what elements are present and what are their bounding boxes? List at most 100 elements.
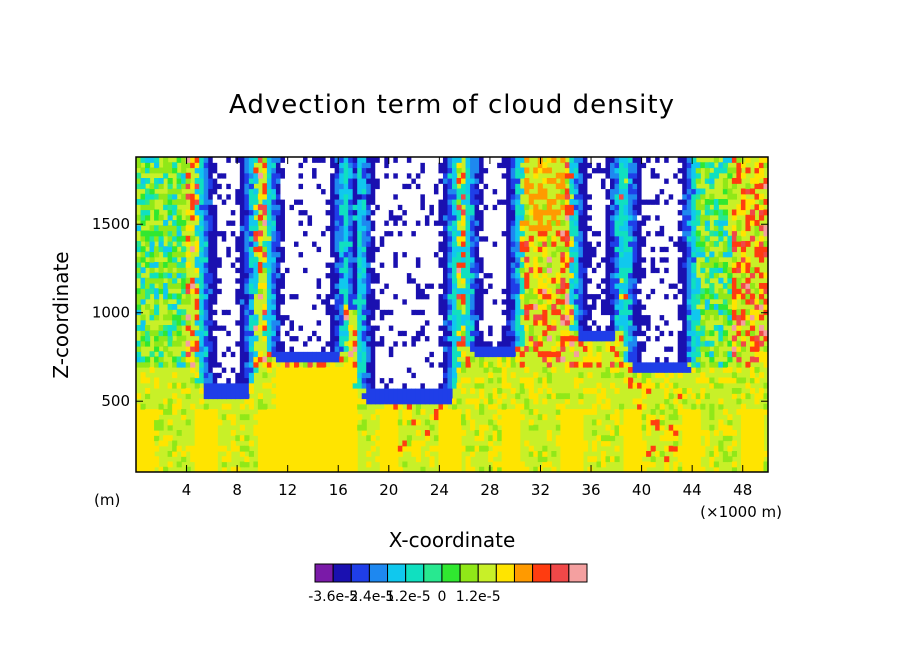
heatmap-cell [754, 309, 760, 321]
heatmap-cell [280, 241, 286, 247]
heatmap-cell [542, 288, 548, 295]
heatmap-cell [749, 325, 756, 331]
heatmap-cell [271, 314, 277, 321]
heatmap-cell [194, 188, 200, 195]
heatmap-cell [722, 241, 728, 253]
heatmap-cell [610, 246, 616, 258]
heatmap-cell [185, 157, 191, 163]
heatmap-cell [591, 440, 598, 452]
heatmap-cell [361, 230, 367, 247]
heatmap-cell [686, 220, 692, 226]
heatmap-cell [740, 251, 747, 258]
heatmap-cell [203, 241, 209, 247]
heatmap-cell [158, 246, 164, 253]
heatmap-cell [271, 209, 277, 216]
y-axis-label: Z-coordinate [49, 251, 73, 378]
heatmap-cell [397, 220, 403, 232]
heatmap-cell [537, 304, 543, 310]
x-tick-label: 8 [232, 481, 242, 499]
heatmap-cell [555, 393, 561, 400]
heatmap-cell [646, 230, 652, 237]
heatmap-cell [632, 235, 638, 242]
heatmap-cell [167, 162, 173, 174]
heatmap-cell [470, 356, 476, 363]
heatmap-cell [695, 409, 701, 472]
heatmap-cell [339, 272, 345, 279]
heatmap-cell [564, 178, 570, 184]
heatmap-cell [357, 361, 363, 373]
heatmap-cell [366, 214, 372, 221]
heatmap-cell [280, 340, 286, 352]
heatmap-cell [479, 277, 485, 321]
heatmap-cell [763, 451, 768, 457]
heatmap-cell [610, 430, 616, 436]
heatmap-cell [560, 220, 566, 226]
heatmap-cell [262, 325, 268, 331]
heatmap-cell [411, 377, 417, 389]
heatmap-cell [745, 183, 751, 190]
heatmap-cell [397, 445, 403, 452]
heatmap-cell [614, 388, 620, 394]
heatmap-cell [727, 314, 733, 321]
heatmap-cell [533, 304, 539, 310]
heatmap-cell [591, 325, 598, 331]
heatmap-cell [713, 325, 719, 331]
heatmap-cell [461, 414, 467, 426]
heatmap-cell [677, 209, 683, 216]
heatmap-cell [235, 372, 241, 384]
heatmap-cell [352, 304, 358, 310]
heatmap-cell [136, 288, 142, 295]
heatmap-cell [664, 199, 670, 205]
heatmap-cell [510, 157, 516, 169]
heatmap-cell [677, 445, 683, 463]
heatmap-cell [325, 199, 331, 205]
heatmap-cell [731, 351, 737, 358]
heatmap-cell [560, 277, 566, 289]
heatmap-cell [348, 157, 354, 163]
heatmap-cell [573, 262, 579, 274]
heatmap-cell [352, 361, 358, 368]
heatmap-cell [610, 367, 616, 373]
heatmap-cell [248, 398, 254, 410]
heatmap-cell [208, 382, 214, 400]
heatmap-cell [402, 382, 408, 389]
heatmap-cell [352, 293, 358, 300]
heatmap-cell [456, 409, 462, 472]
heatmap-cell [677, 319, 683, 331]
heatmap-cell [429, 356, 435, 363]
heatmap-cell [519, 230, 525, 237]
heatmap-cell [628, 325, 634, 337]
chart-title: Advection term of cloud density [229, 90, 675, 120]
heatmap-cell [474, 220, 480, 226]
heatmap-cell [619, 193, 625, 200]
heatmap-cell [524, 440, 530, 447]
heatmap-cell [492, 403, 498, 410]
heatmap-cell [393, 199, 399, 216]
heatmap-cell [578, 377, 584, 384]
heatmap-cell [704, 162, 710, 169]
heatmap-cell [429, 367, 435, 389]
heatmap-cell [393, 340, 399, 347]
heatmap-cell [289, 335, 295, 342]
heatmap-cell [438, 241, 444, 253]
heatmap-cell [470, 466, 476, 472]
heatmap-cell [546, 298, 552, 305]
heatmap-cell [325, 293, 331, 316]
heatmap-cell [230, 466, 236, 472]
heatmap-cell [754, 288, 760, 295]
heatmap-cell [492, 367, 498, 373]
heatmap-cell [686, 230, 692, 237]
heatmap-cell [172, 340, 178, 347]
heatmap-cell [176, 199, 182, 205]
heatmap-cell [452, 283, 458, 289]
heatmap-cell [181, 356, 187, 363]
heatmap-cell [686, 319, 692, 331]
heatmap-cell [718, 167, 724, 174]
heatmap-cell [248, 283, 254, 295]
heatmap-cell [758, 293, 765, 300]
heatmap-cell [452, 167, 458, 184]
heatmap-cell [149, 367, 155, 373]
heatmap-cell [230, 214, 236, 221]
heatmap-cell [691, 256, 697, 263]
heatmap-cell [655, 340, 661, 358]
